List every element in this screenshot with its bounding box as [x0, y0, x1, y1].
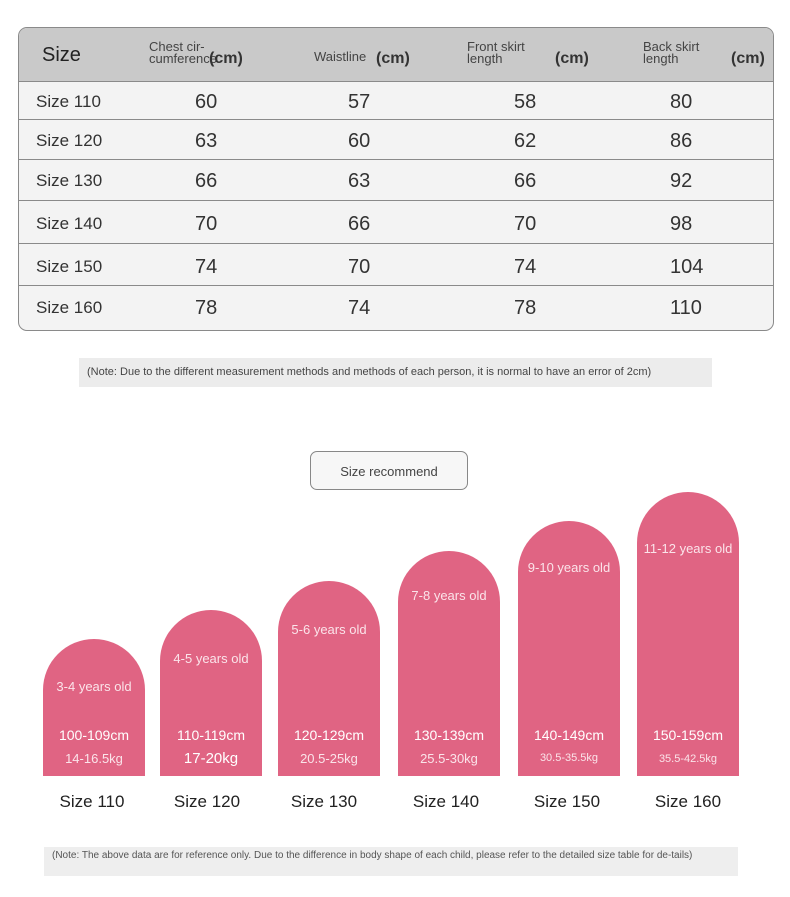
- weight-range: 25.5-30kg: [420, 751, 478, 766]
- height-range: 100-109cm: [58, 727, 130, 743]
- row-size: Size 120: [36, 131, 103, 150]
- weight-range: 20.5-25kg: [300, 751, 358, 766]
- table-row: Size 120 63 60 62 86: [19, 119, 773, 160]
- age-label: 9-10 years old: [527, 560, 611, 575]
- height-range: 120-129cm: [293, 727, 365, 743]
- size-table: Size Chest cir-cumference (cm) Waistline…: [18, 27, 774, 331]
- age-label: 4-5 years old: [173, 651, 249, 666]
- row-chest: 66: [195, 170, 218, 192]
- table-row: Size 110 60 57 58 80: [19, 81, 773, 120]
- row-front: 74: [514, 256, 537, 278]
- reference-note: (Note: The above data are for reference …: [44, 847, 738, 876]
- header-chest: Chest cir-cumference: [149, 39, 217, 66]
- row-back: 92: [670, 170, 693, 192]
- size-label: Size 150: [533, 792, 601, 811]
- age-label: 11-12 years old: [643, 541, 733, 556]
- row-back: 80: [670, 91, 693, 113]
- row-size: Size 130: [36, 171, 103, 190]
- age-label: 5-6 years old: [291, 622, 367, 637]
- height-range: 140-149cm: [533, 727, 605, 743]
- row-front: 70: [514, 213, 537, 235]
- age-label: 7-8 years old: [411, 588, 487, 603]
- row-size: Size 160: [36, 298, 103, 317]
- row-back: 110: [670, 297, 702, 319]
- size-label: Size 160: [654, 792, 722, 811]
- size-label: Size 120: [173, 792, 241, 811]
- size-label: Size 130: [290, 792, 358, 811]
- header-size: Size: [42, 44, 81, 66]
- recommend-card-130: 5-6 years old 120-129cm 20.5-25kg: [278, 581, 380, 776]
- row-waist: 74: [348, 297, 371, 319]
- row-front: 78: [514, 297, 537, 319]
- row-size: Size 110: [36, 92, 101, 111]
- row-chest: 60: [195, 91, 218, 113]
- weight-range: 35.5-42.5kg: [658, 753, 718, 765]
- measurement-note: (Note: Due to the different measurement …: [79, 358, 712, 387]
- row-chest: 70: [195, 213, 218, 235]
- row-waist: 57: [348, 91, 371, 113]
- row-front: 66: [514, 170, 537, 192]
- row-size: Size 150: [36, 257, 103, 276]
- row-waist: 70: [348, 256, 371, 278]
- row-front: 58: [514, 91, 537, 113]
- height-range: 130-139cm: [413, 727, 485, 743]
- header-front: Front skirt length: [467, 39, 525, 66]
- table-row: Size 140 70 66 70 98: [19, 200, 773, 244]
- size-label: Size 110: [59, 792, 125, 811]
- size-label: Size 140: [412, 792, 480, 811]
- header-back: Back skirt length: [643, 39, 700, 66]
- row-chest: 78: [195, 297, 218, 319]
- row-waist: 63: [348, 170, 371, 192]
- table-row: Size 130 66 63 66 92: [19, 159, 773, 201]
- recommend-card-150: 9-10 years old 140-149cm 30.5-35.5kg: [518, 521, 620, 776]
- row-back: 98: [670, 213, 693, 235]
- weight-range: 17-20kg: [183, 750, 239, 767]
- height-range: 150-159cm: [652, 727, 724, 743]
- header-back-unit: (cm): [731, 50, 765, 67]
- height-range: 110-119cm: [177, 727, 245, 743]
- table-row: Size 160 78 74 78 110: [19, 285, 773, 330]
- age-label: 3-4 years old: [56, 679, 132, 694]
- row-back: 86: [670, 130, 693, 152]
- row-chest: 63: [195, 130, 218, 152]
- row-front: 62: [514, 130, 537, 152]
- row-waist: 60: [348, 130, 371, 152]
- header-waist: Waistline: [314, 49, 367, 64]
- row-back: 104: [670, 256, 704, 278]
- recommend-card-120: 4-5 years old 110-119cm 17-20kg: [160, 610, 262, 776]
- recommend-card-160: 11-12 years old 150-159cm 35.5-42.5kg: [637, 492, 739, 776]
- header-front-unit: (cm): [555, 50, 589, 67]
- recommend-card-140: 7-8 years old 130-139cm 25.5-30kg: [398, 551, 500, 776]
- header-waist-unit: (cm): [376, 50, 410, 67]
- weight-range: 30.5-35.5kg: [539, 752, 599, 764]
- recommend-card-110: 3-4 years old 100-109cm 14-16.5kg: [43, 639, 145, 776]
- header-chest-unit: (cm): [209, 50, 243, 67]
- weight-range: 14-16.5kg: [65, 751, 123, 766]
- table-header: Size Chest cir-cumference (cm) Waistline…: [19, 28, 773, 81]
- row-size: Size 140: [36, 214, 103, 233]
- row-waist: 66: [348, 213, 371, 235]
- table-row: Size 150 74 70 74 104: [19, 243, 773, 286]
- row-chest: 74: [195, 256, 218, 278]
- size-recommend-button[interactable]: Size recommend: [310, 451, 468, 490]
